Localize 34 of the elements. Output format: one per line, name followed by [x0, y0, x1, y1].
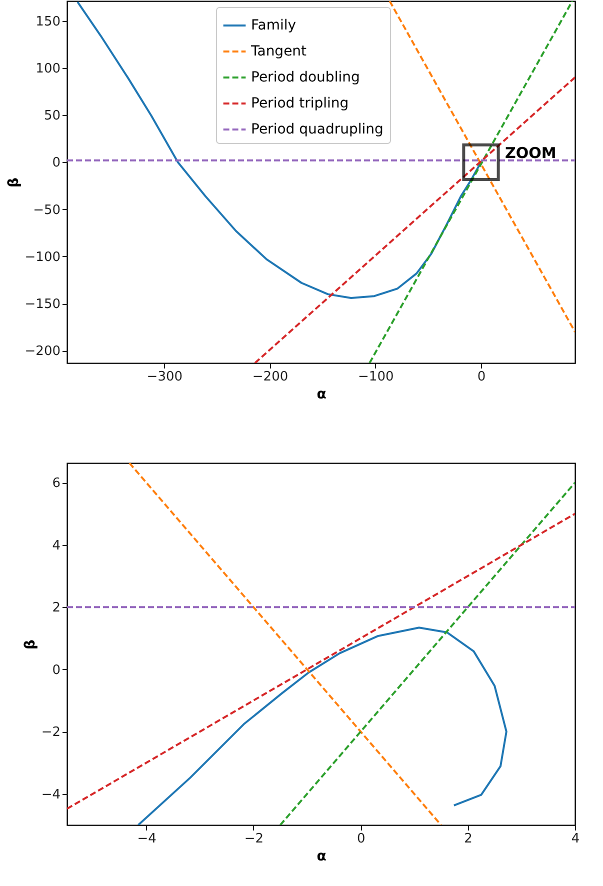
legend-label: Period quadrupling [251, 122, 384, 138]
x-tick-label: 2 [464, 832, 472, 846]
y-tick-label: −50 [33, 202, 60, 218]
y-tick-label: 0 [52, 662, 60, 678]
y-tick-label: 6 [52, 476, 60, 492]
y-tick-label: 2 [52, 600, 60, 616]
legend-label: Period tripling [251, 96, 349, 112]
x-tick-label: −300 [146, 370, 183, 384]
y-tick-label: −4 [41, 787, 60, 802]
x-tick-label: −2 [244, 832, 264, 846]
y-tick-label: 50 [44, 108, 60, 124]
y-tick-label: −200 [24, 344, 60, 360]
y-tick-label: 4 [52, 538, 60, 554]
y-tick-label: 0 [52, 156, 60, 171]
legend-label: Period doubling [251, 70, 360, 86]
y-tick-label: −100 [24, 250, 60, 265]
x-tick-label: −200 [252, 370, 288, 384]
y-tick-label: −2 [41, 725, 60, 740]
y-tick-label: 100 [36, 61, 60, 76]
y-tick-label: −150 [24, 297, 60, 312]
x-tick-label: −4 [137, 832, 156, 846]
x-tick-label: 0 [477, 370, 486, 384]
y-axis-title: β [22, 639, 38, 650]
legend-label: Family [251, 18, 296, 34]
legend-label: Tangent [250, 44, 308, 60]
x-axis-title: α [316, 848, 327, 864]
annotation: ZOOM [505, 144, 556, 162]
x-tick-label: −100 [358, 370, 394, 384]
x-axis-title: α [316, 386, 327, 402]
x-tick-label: 4 [571, 832, 580, 846]
y-axis-title: β [6, 177, 22, 188]
x-tick-label: 0 [357, 832, 366, 846]
y-tick-label: 150 [36, 14, 60, 30]
line-series [137, 626, 508, 825]
